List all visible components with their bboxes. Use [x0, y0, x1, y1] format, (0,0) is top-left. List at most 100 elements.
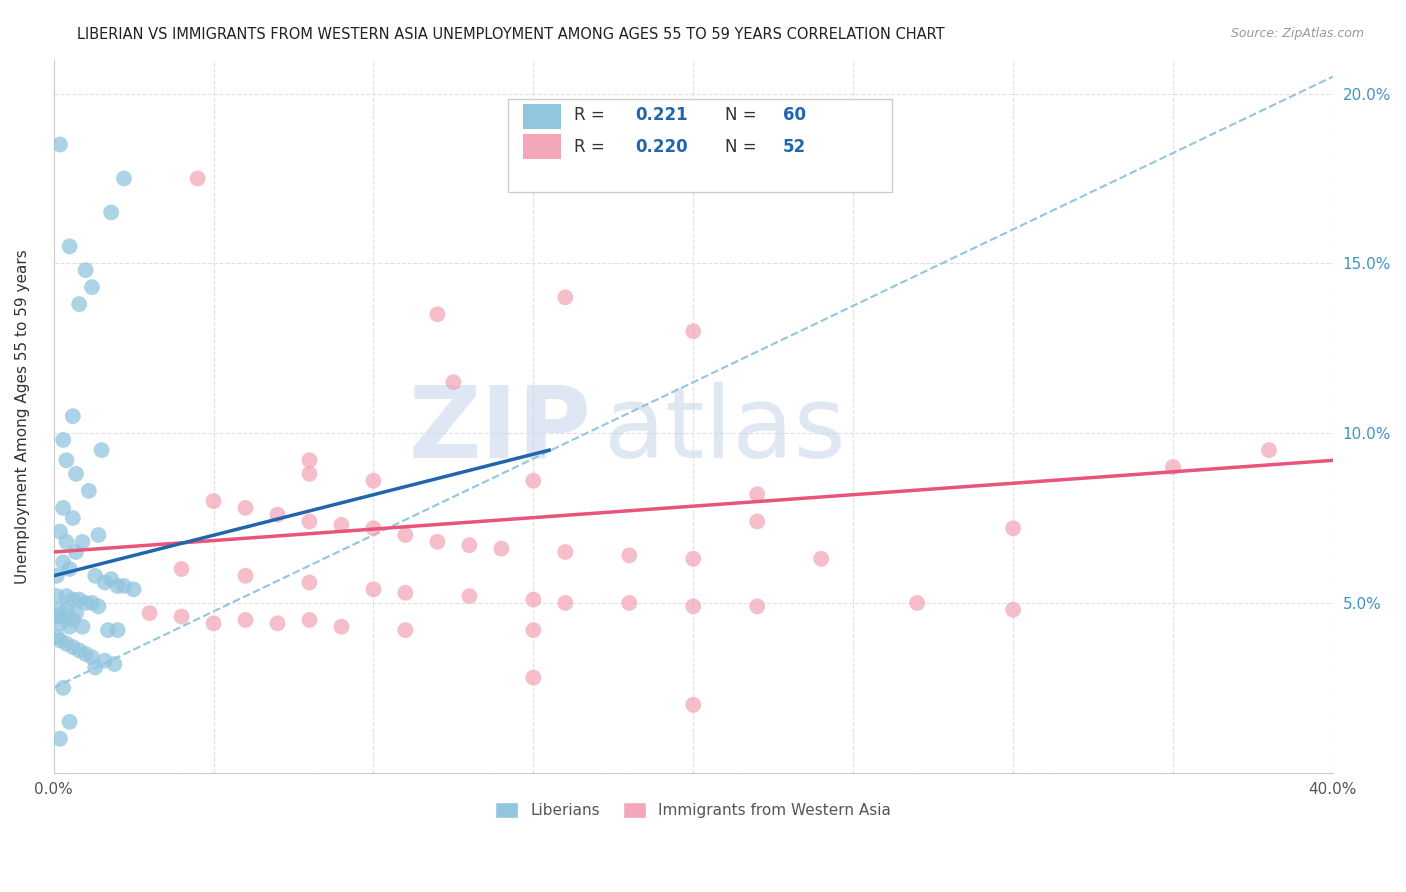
- Point: [45, 630, 67, 644]
- FancyBboxPatch shape: [508, 99, 891, 192]
- Point: [52, 681, 75, 695]
- Y-axis label: Unemployment Among Ages 55 to 59 years: Unemployment Among Ages 55 to 59 years: [15, 249, 30, 583]
- Text: R =: R =: [574, 138, 610, 156]
- Point: [107, 579, 129, 593]
- Point: [235, 613, 257, 627]
- Point: [52, 433, 75, 447]
- Point: [72, 534, 94, 549]
- Text: Source: ZipAtlas.com: Source: ZipAtlas.com: [1230, 27, 1364, 40]
- Point: [1002, 521, 1025, 535]
- Point: [87, 599, 110, 614]
- Point: [747, 599, 769, 614]
- Point: [62, 511, 84, 525]
- FancyBboxPatch shape: [523, 103, 561, 128]
- Point: [59, 239, 82, 253]
- Point: [122, 582, 145, 597]
- Text: LIBERIAN VS IMMIGRANTS FROM WESTERN ASIA UNEMPLOYMENT AMONG AGES 55 TO 59 YEARS : LIBERIAN VS IMMIGRANTS FROM WESTERN ASIA…: [77, 27, 945, 42]
- Point: [426, 307, 449, 321]
- Point: [62, 592, 84, 607]
- Point: [67, 297, 90, 311]
- Point: [84, 660, 107, 674]
- Point: [441, 375, 464, 389]
- Point: [394, 528, 416, 542]
- Point: [330, 517, 353, 532]
- Point: [77, 483, 100, 498]
- Point: [394, 586, 416, 600]
- Point: [55, 589, 77, 603]
- Text: atlas: atlas: [603, 382, 845, 479]
- Point: [80, 596, 103, 610]
- Point: [49, 524, 72, 539]
- Point: [75, 647, 97, 661]
- Point: [90, 443, 112, 458]
- Point: [522, 474, 544, 488]
- Point: [522, 592, 544, 607]
- Point: [170, 562, 193, 576]
- Point: [80, 650, 103, 665]
- Point: [235, 568, 257, 582]
- Text: 52: 52: [783, 138, 806, 156]
- Point: [45, 568, 67, 582]
- Point: [682, 324, 704, 338]
- Point: [363, 521, 385, 535]
- Point: [62, 409, 84, 424]
- Point: [266, 508, 288, 522]
- Point: [186, 171, 208, 186]
- Point: [682, 698, 704, 712]
- Point: [52, 609, 75, 624]
- Point: [747, 515, 769, 529]
- Point: [59, 562, 82, 576]
- Point: [522, 623, 544, 637]
- Point: [49, 137, 72, 152]
- Point: [1002, 603, 1025, 617]
- Point: [87, 528, 110, 542]
- Point: [905, 596, 928, 610]
- Point: [458, 538, 481, 552]
- Point: [363, 474, 385, 488]
- Point: [62, 640, 84, 654]
- Point: [45, 589, 67, 603]
- Text: 0.221: 0.221: [636, 106, 689, 124]
- Point: [72, 620, 94, 634]
- Legend: Liberians, Immigrants from Western Asia: Liberians, Immigrants from Western Asia: [488, 795, 898, 826]
- Point: [100, 205, 122, 219]
- Text: ZIP: ZIP: [408, 382, 591, 479]
- Point: [330, 620, 353, 634]
- Point: [554, 545, 576, 559]
- Point: [170, 609, 193, 624]
- Point: [298, 515, 321, 529]
- Point: [682, 599, 704, 614]
- FancyBboxPatch shape: [523, 135, 561, 160]
- Point: [202, 616, 225, 631]
- Point: [491, 541, 513, 556]
- Text: R =: R =: [574, 106, 610, 124]
- Point: [554, 290, 576, 304]
- Point: [363, 582, 385, 597]
- Point: [59, 620, 82, 634]
- Point: [55, 534, 77, 549]
- Point: [84, 568, 107, 582]
- Point: [80, 280, 103, 294]
- Point: [52, 555, 75, 569]
- Point: [112, 171, 135, 186]
- Point: [522, 671, 544, 685]
- Point: [747, 487, 769, 501]
- Text: N =: N =: [725, 106, 762, 124]
- Point: [1258, 443, 1281, 458]
- Point: [298, 613, 321, 627]
- Point: [75, 596, 97, 610]
- Point: [67, 643, 90, 657]
- Point: [52, 500, 75, 515]
- Point: [103, 657, 125, 671]
- Point: [97, 623, 120, 637]
- Text: 0.220: 0.220: [636, 138, 689, 156]
- Point: [619, 549, 641, 563]
- Point: [682, 551, 704, 566]
- Point: [112, 579, 135, 593]
- Point: [49, 731, 72, 746]
- Point: [94, 575, 117, 590]
- Point: [107, 623, 129, 637]
- Point: [426, 534, 449, 549]
- Point: [65, 545, 87, 559]
- Point: [235, 500, 257, 515]
